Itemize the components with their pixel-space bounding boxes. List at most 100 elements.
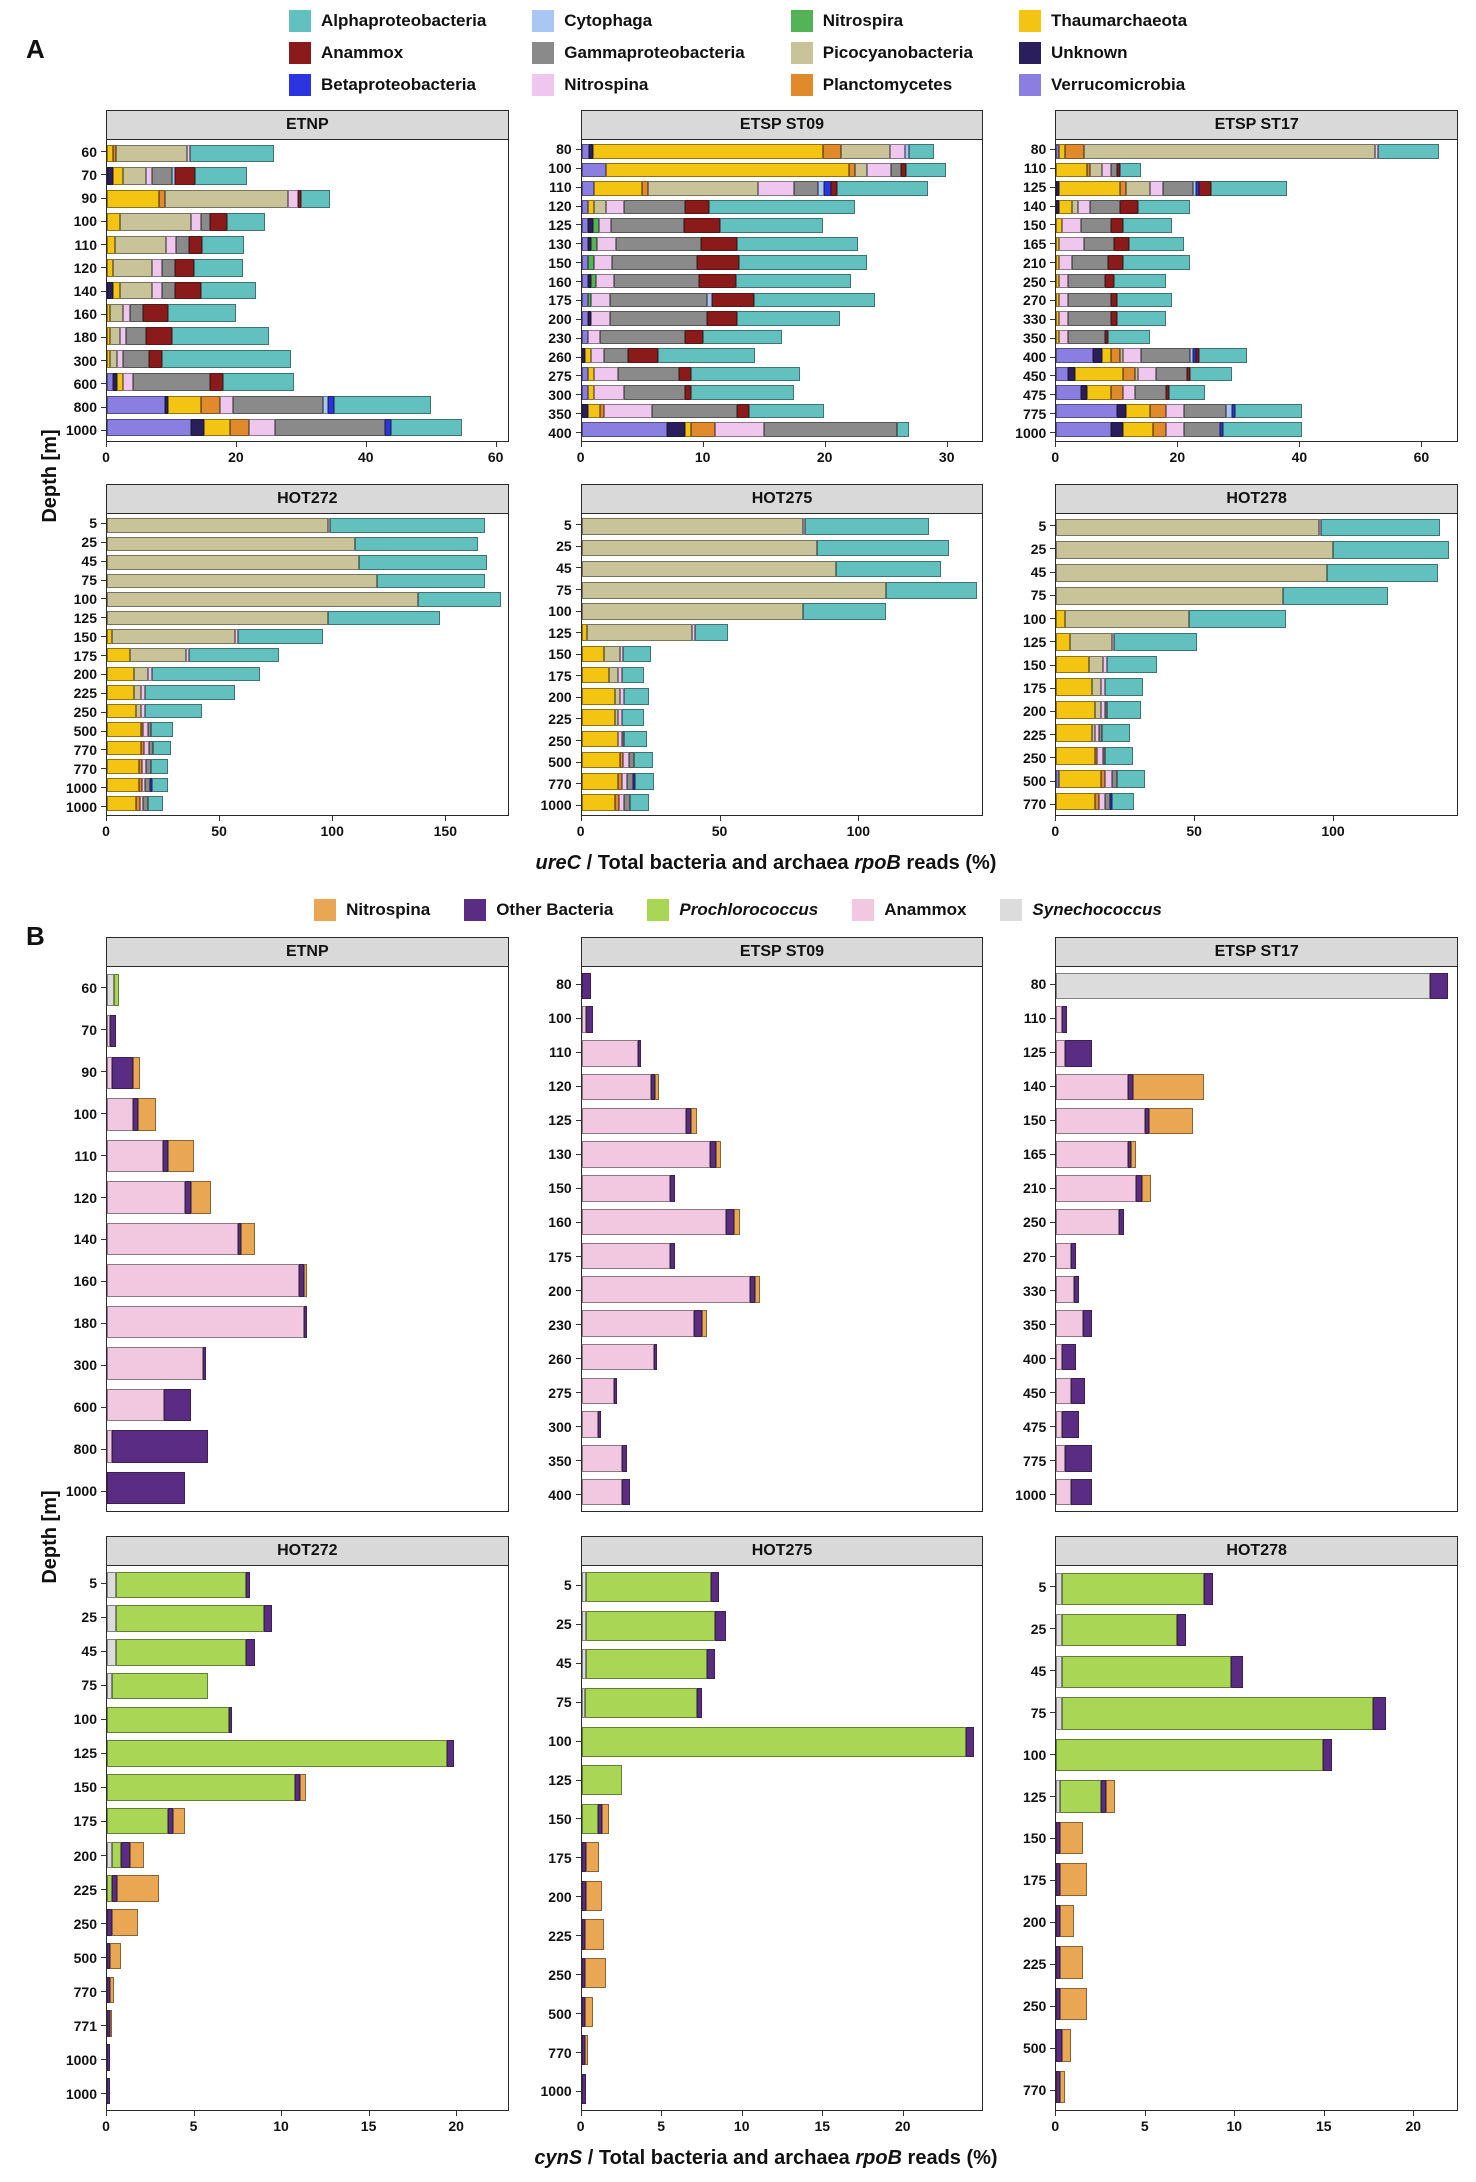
stacked-bar bbox=[1056, 1377, 1457, 1405]
depth-label-text: 165 bbox=[1022, 235, 1047, 252]
bar-row bbox=[107, 1737, 508, 1771]
x-tick-label: 15 bbox=[1315, 2118, 1332, 2134]
bar-segment bbox=[581, 1073, 651, 1101]
stacked-bar bbox=[1056, 1175, 1457, 1202]
x-axis-title-part: reads (%) bbox=[901, 2147, 998, 2169]
depth-label: 200 bbox=[1005, 1901, 1056, 1943]
depth-label-text: 140 bbox=[1022, 198, 1047, 215]
bar-segment bbox=[1110, 348, 1121, 363]
depth-label: 80 bbox=[531, 140, 581, 159]
bar-segment bbox=[1106, 1780, 1116, 1813]
bar-segment bbox=[614, 688, 621, 705]
x-tick-label: 5 bbox=[1140, 2118, 1149, 2134]
bar-row bbox=[107, 969, 508, 1011]
bar-segment bbox=[1056, 1904, 1060, 1938]
y-tick-mark bbox=[1050, 1392, 1056, 1394]
depth-label: 100 bbox=[56, 590, 106, 609]
y-tick-mark bbox=[101, 1752, 106, 1754]
bar-segment bbox=[191, 418, 204, 437]
y-tick-mark bbox=[575, 1779, 581, 1781]
bar-segment bbox=[711, 1572, 720, 1603]
stacked-bar bbox=[107, 2044, 508, 2071]
bar-segment bbox=[185, 1181, 191, 1214]
stacked-bar bbox=[581, 292, 983, 308]
bar-segment bbox=[123, 372, 133, 391]
bar-segment bbox=[1056, 1175, 1137, 1202]
bar-segment bbox=[581, 1141, 710, 1168]
legend-item: Nitrospira bbox=[790, 10, 973, 32]
bar-segment bbox=[1059, 1904, 1075, 1938]
depth-label-text: 45 bbox=[556, 559, 572, 576]
legend-swatch-icon bbox=[288, 74, 311, 96]
bar-segment bbox=[1056, 366, 1069, 382]
depth-label-text: 260 bbox=[548, 349, 572, 366]
y-tick-mark bbox=[575, 1701, 581, 1703]
depth-label-text: 200 bbox=[548, 1282, 572, 1299]
depth-label: 1000 bbox=[531, 2072, 581, 2111]
bar-row bbox=[581, 1915, 983, 1954]
stacked-bar bbox=[1056, 1141, 1457, 1168]
stacked-bar bbox=[1056, 181, 1457, 196]
bar-row bbox=[107, 211, 508, 234]
stacked-bar bbox=[581, 1687, 983, 1719]
y-tick-mark bbox=[575, 783, 581, 785]
legend-label: Gammaproteobacteria bbox=[564, 43, 745, 62]
y-tick-mark bbox=[575, 545, 581, 547]
bar-segment bbox=[611, 255, 697, 270]
depth-label-text: 100 bbox=[548, 1010, 572, 1027]
stacked-bar bbox=[1056, 632, 1457, 651]
bar-segment bbox=[854, 162, 867, 178]
bar-segment bbox=[581, 2073, 587, 2104]
depth-label: 275 bbox=[531, 1376, 581, 1410]
bar-segment bbox=[1083, 1310, 1092, 1337]
bar-segment bbox=[581, 794, 615, 811]
bar-row bbox=[107, 1838, 508, 1872]
bar-segment bbox=[581, 1006, 587, 1033]
depth-label-text: 150 bbox=[548, 1810, 572, 1827]
bar-segment bbox=[700, 236, 738, 252]
bar-segment bbox=[652, 403, 738, 419]
x-tick-label: 20 bbox=[816, 449, 833, 465]
subplot-etnp: ETNP 60 70 90 100 110 120 140 160 180 300 600 800 100… bbox=[56, 110, 509, 468]
y-tick-mark bbox=[1050, 1085, 1056, 1087]
stacked-bar bbox=[581, 255, 983, 270]
stacked-bar bbox=[1056, 769, 1457, 788]
depth-label-text: 775 bbox=[1022, 1452, 1047, 1469]
bar-segment bbox=[334, 395, 432, 414]
y-tick-mark bbox=[1050, 594, 1056, 596]
bar-segment bbox=[107, 281, 114, 300]
bar-segment bbox=[1094, 724, 1100, 742]
legend-swatch-icon bbox=[1000, 899, 1023, 921]
bar-segment bbox=[237, 629, 324, 644]
depth-label-text: 200 bbox=[1022, 1914, 1047, 1931]
bar-segment bbox=[1070, 1478, 1092, 1506]
bar-row bbox=[1056, 402, 1457, 421]
depth-label: 175 bbox=[56, 646, 106, 665]
depth-label-text: 175 bbox=[73, 1813, 97, 1830]
bar-segment bbox=[167, 1139, 195, 1173]
bar-segment bbox=[614, 273, 700, 289]
bar-segment bbox=[1320, 518, 1440, 537]
depth-label: 130 bbox=[531, 1137, 581, 1171]
y-tick-mark bbox=[1050, 687, 1056, 689]
bar-row bbox=[1056, 1568, 1457, 1610]
bar-segment bbox=[107, 610, 328, 626]
bar-segment bbox=[1056, 348, 1093, 363]
bar-segment bbox=[581, 385, 588, 400]
depth-label-text: 120 bbox=[73, 1189, 97, 1206]
bar-segment bbox=[725, 1208, 734, 1236]
stacked-bar bbox=[581, 1175, 983, 1202]
x-axis: 0 20 40 60 bbox=[1051, 442, 1458, 468]
y-tick-mark bbox=[575, 375, 581, 377]
depth-label-text: 770 bbox=[1022, 2082, 1047, 2099]
bar-segment bbox=[1123, 385, 1136, 400]
stacked-bar bbox=[107, 573, 508, 589]
bar-row bbox=[1056, 516, 1457, 539]
depth-label: 500 bbox=[531, 751, 581, 773]
stacked-bar bbox=[1056, 1040, 1457, 1067]
depth-label-text: 120 bbox=[548, 1078, 572, 1095]
bar-segment bbox=[107, 536, 355, 552]
bar-segment bbox=[581, 624, 588, 641]
depth-label-text: 200 bbox=[73, 666, 97, 683]
stacked-bar bbox=[1056, 2029, 1457, 2062]
